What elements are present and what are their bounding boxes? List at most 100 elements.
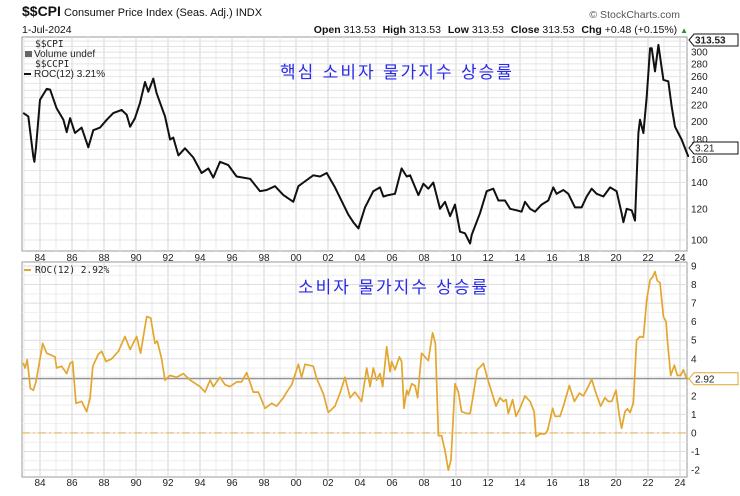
close-value: 313.53	[542, 24, 575, 36]
data-point	[659, 282, 661, 284]
data-point	[432, 332, 434, 334]
legend-roc: ROC(12) 2.92%	[35, 265, 110, 276]
data-point	[56, 107, 58, 109]
data-point	[424, 356, 426, 358]
data-point	[632, 402, 634, 404]
data-point	[407, 394, 409, 396]
data-point	[302, 181, 304, 184]
data-point	[624, 411, 626, 413]
data-point	[334, 405, 336, 407]
data-point	[111, 358, 113, 360]
data-point	[32, 389, 34, 391]
data-point	[401, 360, 403, 363]
data-point	[486, 377, 488, 379]
data-point	[524, 395, 526, 397]
data-point	[499, 397, 501, 399]
data-point	[681, 138, 683, 141]
y-tick-label: 240	[691, 86, 708, 97]
data-point	[674, 126, 676, 128]
data-point	[409, 174, 411, 176]
data-point	[92, 365, 94, 367]
data-point	[398, 356, 400, 358]
x-tick-label: 18	[578, 478, 590, 489]
data-point	[667, 80, 669, 82]
data-point	[406, 389, 408, 391]
data-point	[46, 352, 48, 354]
data-point	[339, 392, 341, 394]
data-point	[241, 381, 243, 383]
data-point	[389, 371, 391, 373]
high-value: 313.53	[408, 24, 441, 36]
data-point	[411, 383, 413, 385]
data-point	[382, 195, 384, 198]
data-point	[476, 369, 478, 371]
data-point	[421, 352, 423, 354]
data-point	[266, 189, 268, 191]
data-point	[22, 362, 24, 364]
data-point	[512, 398, 514, 401]
data-point	[22, 112, 24, 114]
data-point	[259, 190, 261, 192]
y-tick-label: 100	[691, 236, 708, 247]
legend-symbol: $$CPI	[35, 39, 64, 50]
data-point	[33, 161, 36, 163]
data-point	[417, 397, 419, 399]
data-point	[129, 126, 131, 128]
data-point	[547, 429, 549, 431]
data-point	[578, 392, 580, 394]
data-point	[192, 156, 194, 159]
data-point	[387, 194, 389, 196]
data-point	[533, 411, 535, 413]
data-point	[62, 119, 64, 121]
data-point	[505, 398, 507, 401]
data-point	[556, 193, 558, 195]
data-point	[126, 114, 128, 116]
data-point	[274, 185, 276, 187]
data-point	[129, 348, 131, 351]
data-point	[626, 408, 628, 410]
y-tick-label: 7	[691, 299, 697, 310]
data-point	[146, 316, 148, 318]
data-point	[454, 204, 456, 206]
data-point	[184, 147, 186, 149]
data-point	[454, 383, 456, 385]
data-point	[562, 405, 564, 407]
data-point	[246, 372, 248, 374]
x-tick-label: 20	[610, 253, 622, 264]
y-tick-label: 2	[691, 391, 697, 402]
data-point	[492, 188, 494, 190]
core-cpi-roc-line	[22, 43, 690, 245]
data-point	[649, 279, 651, 281]
data-point	[504, 199, 506, 202]
data-point	[441, 435, 443, 437]
data-point	[666, 339, 668, 341]
data-point	[602, 195, 604, 198]
legend-symbol-ccpi: $$CCPI	[35, 59, 69, 70]
x-tick-label: 14	[514, 478, 526, 489]
data-point	[101, 350, 103, 352]
data-point	[361, 400, 363, 403]
data-point	[212, 385, 214, 388]
x-tick-label: 06	[386, 478, 398, 489]
x-tick-label: 16	[546, 478, 558, 489]
data-point	[319, 175, 321, 178]
x-tick-label: 24	[674, 253, 686, 264]
data-point	[554, 415, 556, 417]
data-point	[327, 411, 329, 414]
data-point	[236, 175, 238, 178]
x-tick-label: 84	[34, 478, 46, 489]
data-point	[164, 115, 166, 118]
data-point	[685, 376, 687, 378]
chg-value: +0.48 (+0.15%)	[604, 24, 678, 36]
data-point	[56, 367, 58, 369]
data-point	[552, 407, 554, 409]
data-point	[124, 335, 126, 338]
roc-value-tag: 2.92	[695, 374, 715, 385]
x-tick-label: 86	[66, 478, 78, 489]
data-point	[447, 469, 449, 471]
data-point	[144, 81, 146, 83]
data-point	[219, 161, 221, 163]
x-tick-label: 20	[610, 478, 622, 489]
data-point	[622, 221, 624, 223]
